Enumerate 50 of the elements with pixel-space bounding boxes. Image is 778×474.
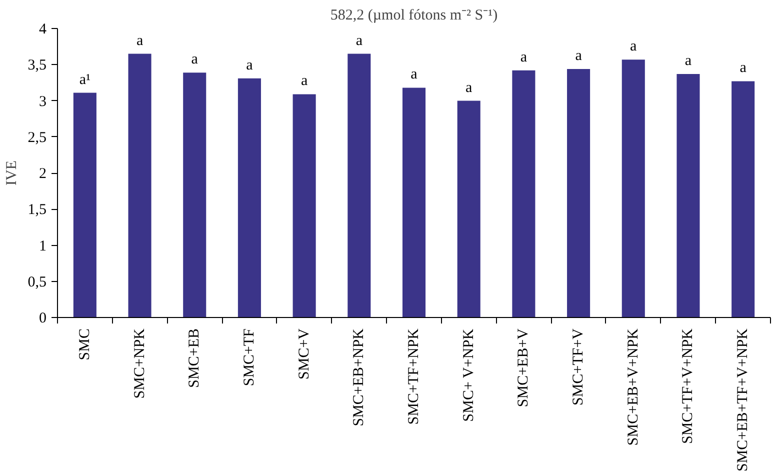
bar [457,100,480,318]
bar [183,72,206,318]
data-label: a [356,32,363,49]
x-tick-label: SMC+EB [186,328,203,388]
data-label: a [466,80,473,96]
bar [622,60,645,318]
y-tick-label: 3,5 [28,58,46,74]
bar [512,70,536,318]
x-tick-label: SMC+TF [241,328,258,386]
y-axis-title: IVE [4,160,20,186]
bar [348,54,371,318]
y-tick-label: 4 [39,22,47,38]
x-tick-label: SMC+TF+V+NPK [680,328,696,444]
data-label: a [191,52,198,68]
data-label: a [684,53,692,70]
x-tick-label: SMC+EB+V+NPK [625,328,642,446]
bar [402,88,426,318]
y-tick-label: 0,5 [28,274,46,290]
x-tick-label: SMC [76,328,93,360]
bar [676,74,700,318]
x-tick-label: SMC+TF+V [570,328,587,406]
data-label: a [740,60,747,76]
bar [732,81,755,318]
data-label: a¹ [79,72,90,88]
x-tick-label: SMC+NPK [132,328,148,399]
data-label: a [246,57,254,74]
data-label: a [575,48,582,64]
x-tick-label: SMC+TF+NPK [406,328,422,425]
y-tick-label: 1 [39,238,46,254]
data-label: a [520,49,528,66]
bar [128,54,152,318]
y-tick-label: 1,5 [28,202,46,218]
chart-title: 582,2 (µmol fótons m⁻² S⁻¹) [330,8,498,24]
x-tick-label: SMC+EB+NPK [351,328,368,426]
y-tick-label: 3 [39,94,46,110]
bar [292,94,316,318]
data-label: a [630,38,638,55]
x-tick-label: SMC+V [296,328,312,380]
y-tick-label: 2,5 [28,130,46,146]
x-tick-label: SMC+EB+TF+V+NPK [735,328,752,472]
x-tick-label: SMC+ V+NPK [460,328,477,422]
y-tick-label: 0 [39,310,46,326]
bar [567,68,590,318]
x-tick-label: SMC+EB+V [516,328,532,408]
data-label: a [410,66,418,83]
data-label: a [300,73,308,90]
data-label: a [136,32,144,49]
bar [238,78,261,318]
bar [73,92,96,318]
y-tick-label: 2 [39,166,46,182]
